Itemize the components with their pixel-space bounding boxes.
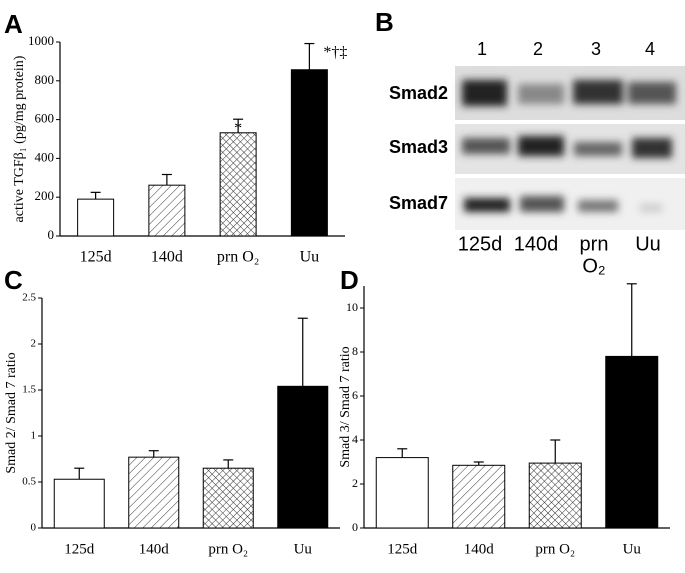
bar (375, 457, 429, 529)
panel-label: A (4, 9, 23, 39)
lane-label: 125d (458, 233, 503, 255)
x-tick-label: 125d (80, 249, 112, 266)
bar (53, 478, 105, 529)
y-tick-label: 0 (48, 227, 55, 242)
y-tick-label: 800 (35, 72, 55, 87)
y-tick-label: 400 (35, 149, 55, 164)
x-tick-label: prn O₂ (217, 249, 259, 266)
row-label: Smad3 (389, 137, 448, 157)
row-label: Smad2 (389, 83, 448, 103)
lane-label: O₂ (582, 255, 605, 277)
bar (128, 456, 180, 529)
y-tick-label: 6 (352, 388, 358, 402)
annotation: *†‡ (323, 44, 347, 61)
bands (462, 80, 676, 212)
panel-label: D (340, 265, 359, 295)
y-tick-label: 2.5 (22, 292, 36, 304)
lane-number: 2 (533, 39, 543, 59)
x-tick-label: 125d (387, 541, 418, 557)
bar (290, 69, 328, 237)
y-tick-label: 1 (31, 430, 37, 442)
y-tick-label: 10 (346, 300, 358, 314)
bar (202, 467, 254, 529)
x-tick-label: Uu (623, 541, 642, 557)
y-tick-label: 2 (352, 476, 358, 490)
x-tick-label: 125d (64, 541, 95, 557)
lane-label: 140d (514, 233, 559, 255)
y-tick-label: 1.5 (22, 384, 36, 396)
y-axis-label: active TGFβ₁ (pg/mg protein) (12, 55, 27, 222)
y-tick-label: 8 (352, 344, 358, 358)
x-tick-label: 140d (151, 249, 183, 266)
bar (277, 385, 329, 529)
y-tick-label: 200 (35, 188, 55, 203)
y-tick-label: 1000 (28, 33, 54, 48)
y-axis-label: Smad 2/ Smad 7 ratio (4, 352, 19, 473)
lane-number: 1 (477, 39, 487, 59)
x-tick-label: prn O₂ (535, 541, 575, 557)
y-axis-label: Smad 3/ Smad 7 ratio (338, 346, 353, 467)
x-tick-label: 140d (464, 541, 495, 557)
y-tick-label: 0 (31, 522, 37, 534)
x-tick-label: Uu (294, 541, 313, 557)
annotation: * (234, 120, 242, 137)
bar (77, 198, 115, 237)
lane-number: 3 (591, 39, 601, 59)
bar (219, 132, 257, 237)
bar (528, 462, 582, 529)
bar (148, 184, 186, 237)
lane-number: 4 (645, 39, 655, 59)
x-tick-label: prn O₂ (208, 541, 248, 557)
bar (452, 464, 506, 529)
panel-label: C (4, 265, 23, 295)
y-tick-label: 0 (352, 520, 358, 534)
x-tick-label: Uu (300, 249, 320, 266)
y-tick-label: 2 (31, 338, 37, 350)
panel-label: B (375, 7, 394, 37)
lane-label: prn (580, 233, 609, 255)
blot: B (375, 7, 685, 230)
y-tick-label: 600 (35, 111, 55, 126)
bar (605, 355, 659, 529)
x-tick-label: 140d (139, 541, 170, 557)
y-tick-label: 0.5 (22, 476, 36, 488)
y-tick-label: 4 (352, 432, 358, 446)
row-label: Smad7 (389, 193, 448, 213)
lane-label: Uu (635, 233, 661, 255)
